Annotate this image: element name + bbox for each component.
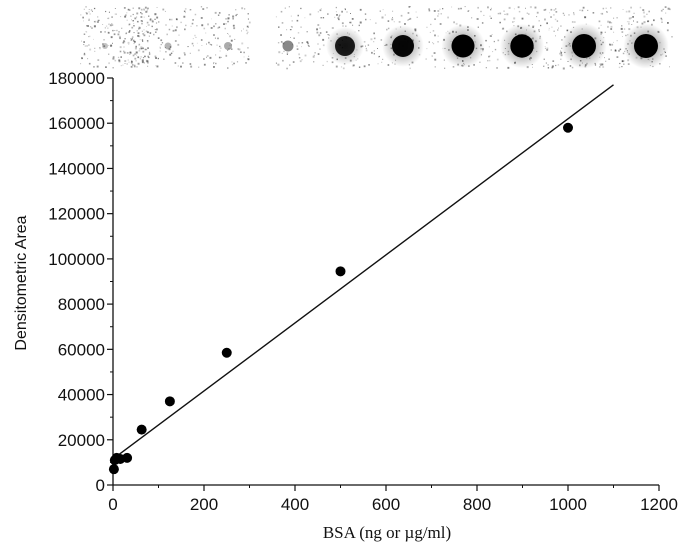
y-axis-label: Densitometric Area [13,215,30,350]
fit-line-group [112,84,614,460]
blot-spot [164,42,172,50]
x-tick-label: 800 [463,495,491,514]
axes: 0 20000 40000 60000 80000 100000 120000 140000 1… [48,69,678,514]
data-point [335,266,346,277]
blot-spot [335,36,355,56]
x-tick-label: 1000 [549,495,587,514]
x-tick-label: 1200 [640,495,678,514]
y-tick-label: 160000 [48,114,105,133]
data-point [164,396,175,407]
blot-spot [451,34,475,58]
x-axis-label: BSA (ng or µg/ml) [323,523,451,542]
data-points [108,122,573,475]
dot-blot-strip [80,6,673,70]
blot-spot [572,34,596,58]
data-point [136,424,147,435]
y-tick-label: 60000 [58,340,105,359]
blot-spot [392,35,414,57]
x-tick-label: 400 [281,495,309,514]
data-point [108,464,119,475]
data-point [122,452,133,463]
fit-line [112,84,614,460]
blot-spot [224,42,232,50]
y-tick-label: 180000 [48,69,105,88]
x-tick-label: 600 [372,495,400,514]
blot-spot [510,34,534,58]
data-point [563,122,573,133]
y-tick-label: 100000 [48,250,105,269]
y-tick-label: 20000 [58,431,105,450]
y-tick-label: 80000 [58,295,105,314]
x-tick-label: 200 [190,495,218,514]
y-tick-label: 120000 [48,205,105,224]
y-tick-label: 140000 [48,159,105,178]
data-point [221,347,232,358]
blot-spot [282,40,294,52]
x-tick-label: 0 [108,495,117,514]
blot-spot [634,34,658,58]
blot-spot [102,43,108,49]
y-tick-label: 0 [96,476,105,495]
y-tick-label: 40000 [58,386,105,405]
